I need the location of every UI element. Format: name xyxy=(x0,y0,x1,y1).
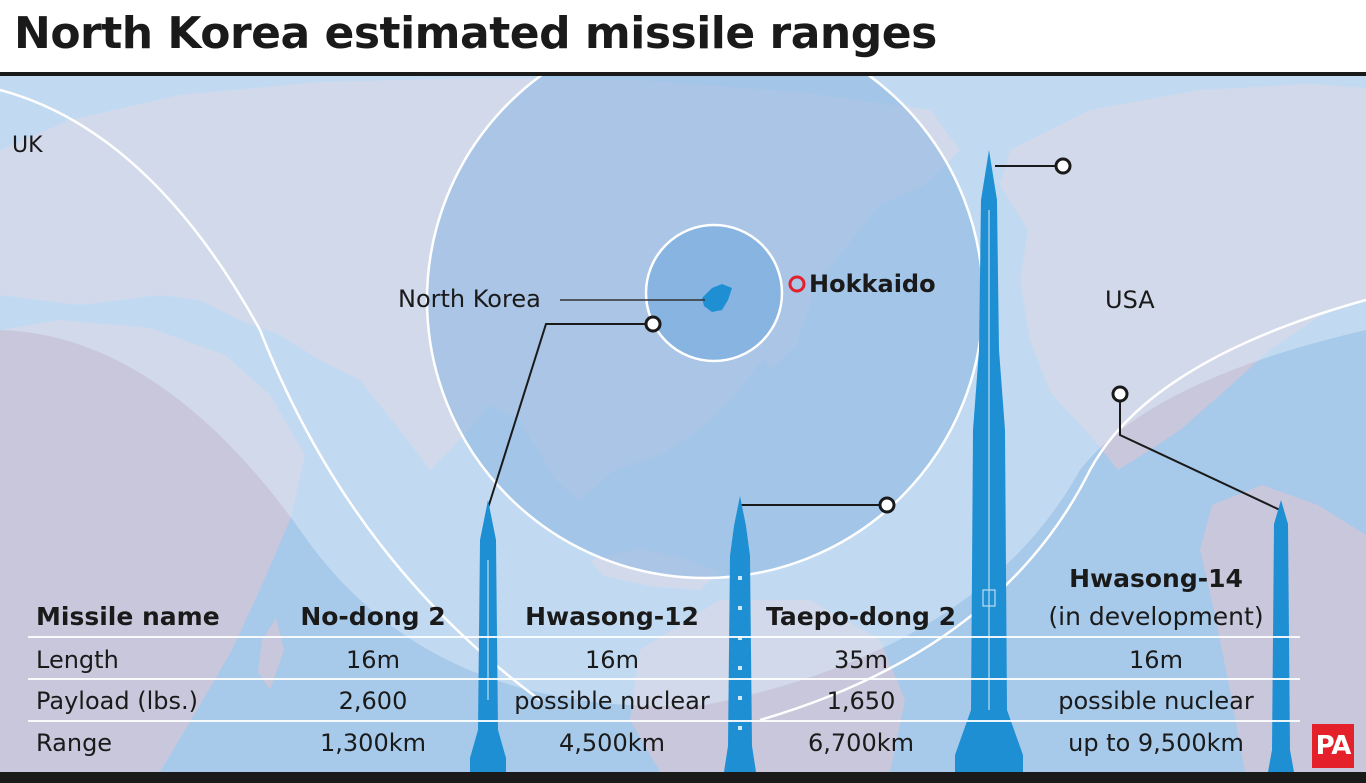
cell-hwasong14-payload: possible nuclear xyxy=(1058,687,1254,715)
range-map: UK North Korea Hokkaido USA xyxy=(0,76,1366,772)
header-hwasong12: Hwasong-12 xyxy=(525,602,699,631)
target-rings xyxy=(644,157,1129,514)
label-usa: USA xyxy=(1105,286,1155,314)
header-hwasong14: Hwasong-14 xyxy=(1069,564,1243,593)
cell-taepodong-payload: 1,650 xyxy=(826,687,896,715)
north-korea-shape xyxy=(702,284,732,312)
footer-bar xyxy=(0,772,1366,783)
range-boundary-left xyxy=(0,88,541,702)
cell-hwasong12-payload: possible nuclear xyxy=(514,687,710,715)
range-leaders xyxy=(487,165,1281,511)
cell-hwasong14-range: up to 9,500km xyxy=(1068,729,1244,757)
cell-nodong-range: 1,300km xyxy=(320,729,426,757)
title-divider xyxy=(0,72,1366,76)
target-ring-icon xyxy=(1111,385,1129,403)
missile-taepodong xyxy=(955,150,1023,772)
missile-icon xyxy=(724,496,756,772)
row-label-range: Range xyxy=(36,729,113,757)
header-missile-name: Missile name xyxy=(36,602,220,631)
header-hwasong14-note: (in development) xyxy=(1048,602,1264,631)
cell-taepodong-length: 35m xyxy=(834,646,888,674)
label-uk: UK xyxy=(12,133,43,158)
cell-nodong-payload: 2,600 xyxy=(338,687,408,715)
page-title: North Korea estimated missile ranges xyxy=(14,8,937,59)
leader-nodong xyxy=(487,323,645,509)
header-nodong: No-dong 2 xyxy=(300,602,446,631)
pa-logo: PA xyxy=(1312,724,1354,768)
target-ring-icon xyxy=(1054,157,1072,175)
cell-hwasong12-length: 16m xyxy=(585,646,639,674)
cell-taepodong-range: 6,700km xyxy=(808,729,914,757)
row-label-length: Length xyxy=(36,646,119,674)
hokkaido-marker-icon xyxy=(788,275,806,293)
row-label-payload: Payload (lbs.) xyxy=(36,687,198,715)
cell-hwasong14-length: 16m xyxy=(1129,646,1183,674)
table-row-divider xyxy=(28,636,1300,638)
label-hokkaido: Hokkaido xyxy=(809,270,936,298)
header-taepodong: Taepo-dong 2 xyxy=(766,602,956,631)
table-row-divider xyxy=(28,720,1300,722)
table-row-divider xyxy=(28,678,1300,680)
range-boundary-right xyxy=(759,298,1366,722)
leader-hwasong14 xyxy=(1119,402,1281,511)
cell-nodong-length: 16m xyxy=(346,646,400,674)
missile-hwasong12 xyxy=(724,496,756,772)
target-ring-icon xyxy=(644,315,662,333)
label-north-korea: North Korea xyxy=(398,285,541,313)
cell-hwasong12-range: 4,500km xyxy=(559,729,665,757)
target-ring-icon xyxy=(878,496,896,514)
